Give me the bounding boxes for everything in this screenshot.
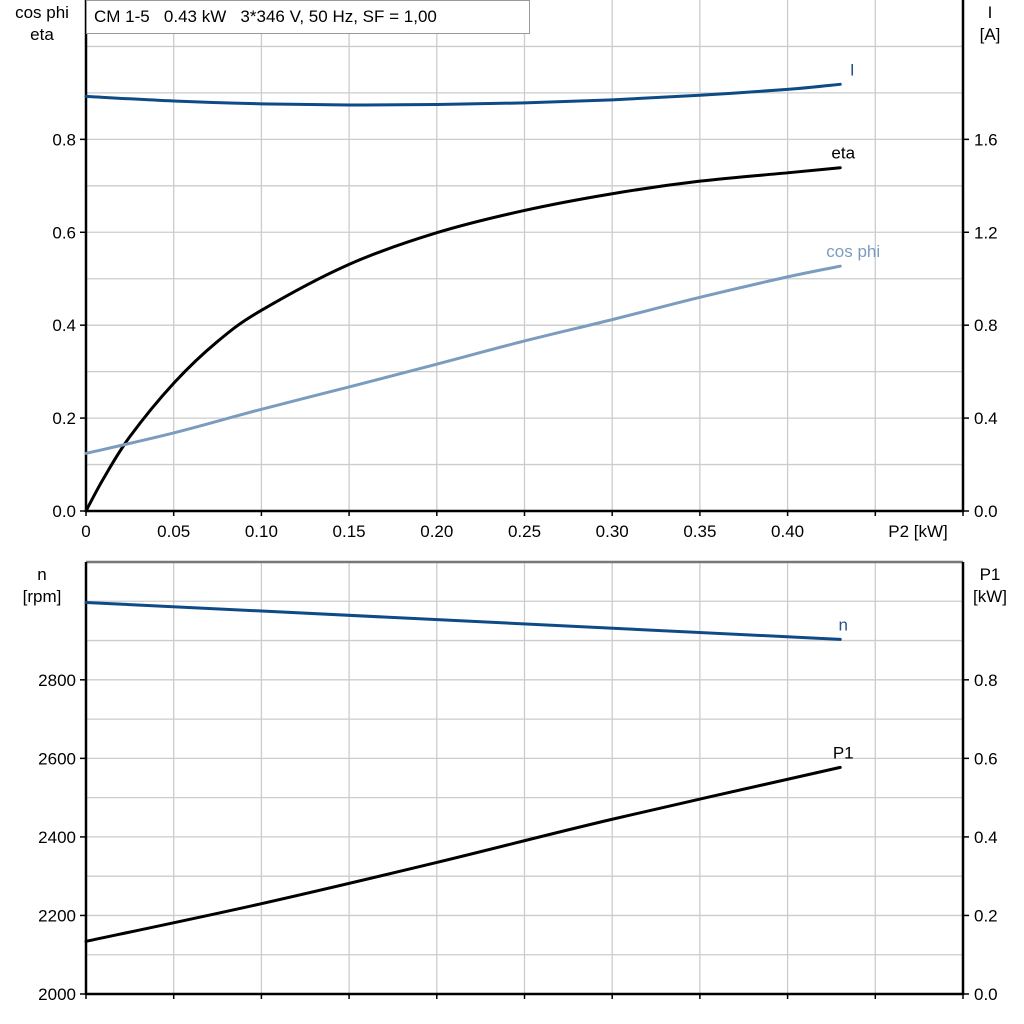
- y-tick-label-right: 0.6: [974, 749, 998, 768]
- y-axis-label-left: n: [37, 565, 46, 584]
- y-tick-label-right: 0.4: [974, 409, 998, 428]
- x-tick-label: 0.05: [157, 522, 190, 541]
- x-tick-label: 0.20: [420, 522, 453, 541]
- y-tick-label-left: 2600: [38, 749, 76, 768]
- y-tick-label-right: 0.4: [974, 828, 998, 847]
- y-axis-label-left: [rpm]: [23, 587, 62, 606]
- x-axis-label: P2 [kW]: [888, 522, 948, 541]
- y-axis-label-right: [kW]: [973, 587, 1007, 606]
- series-label: I: [850, 60, 855, 79]
- y-axis-label-left: cos phi: [15, 3, 69, 22]
- series-label: P1: [833, 743, 854, 762]
- y-axis-label-right: [A]: [980, 25, 1001, 44]
- y-tick-label-left: 2000: [38, 985, 76, 1004]
- x-tick-label: 0.30: [596, 522, 629, 541]
- y-tick-label-right: 0.8: [974, 671, 998, 690]
- y-tick-label-left: 2800: [38, 671, 76, 690]
- y-tick-label-left: 2200: [38, 906, 76, 925]
- y-tick-label-right: 1.2: [974, 223, 998, 242]
- series-line-eta: [84, 166, 842, 513]
- x-tick-label: 0.25: [508, 522, 541, 541]
- y-tick-label-right: 0.2: [974, 906, 998, 925]
- series-line-i: [84, 82, 842, 107]
- x-tick-label: 0.40: [771, 522, 804, 541]
- y-tick-label-left: 0.0: [52, 502, 76, 521]
- y-tick-label-right: 0.0: [974, 502, 998, 521]
- x-tick-label: 0.10: [245, 522, 278, 541]
- series-line-cos-phi: [84, 264, 842, 455]
- series-line-p1: [84, 765, 842, 943]
- y-axis-label-right: I: [988, 3, 993, 22]
- series-label: cos phi: [826, 242, 880, 261]
- y-tick-label-left: 2400: [38, 828, 76, 847]
- series-label: n: [838, 615, 847, 634]
- y-tick-label-right: 1.6: [974, 130, 998, 149]
- x-tick-label: 0: [81, 522, 90, 541]
- y-tick-label-left: 0.2: [52, 409, 76, 428]
- y-tick-label-left: 0.4: [52, 316, 76, 335]
- series-line-n: [84, 600, 842, 641]
- y-axis-label-right: P1: [980, 565, 1001, 584]
- y-tick-label-right: 0.0: [974, 985, 998, 1004]
- y-tick-label-left: 0.6: [52, 223, 76, 242]
- y-tick-label-left: 0.8: [52, 130, 76, 149]
- y-tick-label-right: 0.8: [974, 316, 998, 335]
- series-label: eta: [831, 144, 855, 163]
- x-tick-label: 0.35: [683, 522, 716, 541]
- y-axis-label-left: eta: [30, 25, 54, 44]
- chart-title: CM 1-5 0.43 kW 3*346 V, 50 Hz, SF = 1,00: [86, 0, 530, 34]
- x-tick-label: 0.15: [333, 522, 366, 541]
